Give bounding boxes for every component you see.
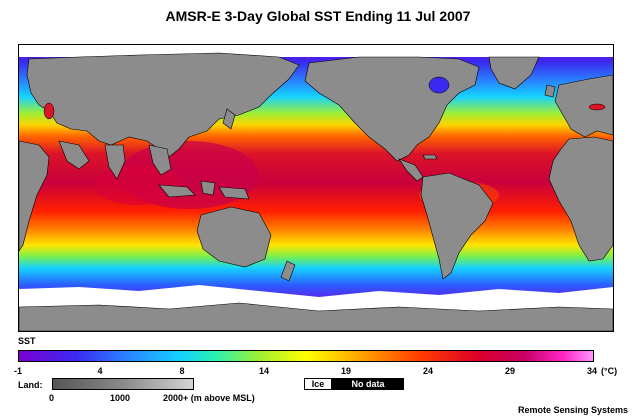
land-india [104,144,126,180]
sst-tick: 19 [340,366,352,376]
sst-unit: (°C) [601,366,618,376]
map-title: AMSR-E 3-Day Global SST Ending 11 Jul 20… [165,8,471,24]
land-indochina [148,144,172,176]
ice-legend: Ice [304,378,332,390]
land-elevation-bar [52,378,194,390]
sst-tick: 8 [179,366,185,376]
land-new-zealand [280,260,296,282]
land-south-america [420,172,494,280]
land-arabia [58,140,90,170]
sst-map [18,44,614,332]
land-tick: 0 [49,393,55,403]
caspian-sea [43,102,55,120]
sst-tick: 29 [504,366,516,376]
antarctica [19,302,613,331]
arctic-ice [19,45,613,57]
sst-tick: 34 [586,366,598,376]
land-japan [222,108,236,130]
credit: Remote Sensing Systems [517,405,628,415]
sst-colorbar [18,350,594,362]
land-tick: 1000 [110,393,131,403]
land-africa-east [548,136,613,262]
land-australia [196,206,272,268]
hudson-bay [428,76,450,94]
land-british-isles [544,84,556,98]
sst-tick: 24 [422,366,434,376]
sst-tick: -1 [13,366,23,376]
land-indonesia-1 [158,184,196,198]
land-indonesia-2 [200,180,216,196]
land-caribbean [422,154,438,160]
land-legend-label: Land: [18,380,43,390]
land-greenland [488,56,540,90]
sst-legend-label: SST [18,336,36,346]
land-europe [554,74,613,138]
land-tick: 2000+ (m above MSL) [163,393,255,403]
sst-tick: 4 [97,366,103,376]
no-data-legend: No data [332,378,404,390]
land-africa-west-wrap [19,140,50,252]
warm-pool-indian [94,165,184,205]
land-eurasia [26,52,300,158]
land-new-guinea [218,186,250,200]
black-sea [588,103,606,111]
land-central-america [398,158,424,182]
sst-tick: 14 [258,366,270,376]
